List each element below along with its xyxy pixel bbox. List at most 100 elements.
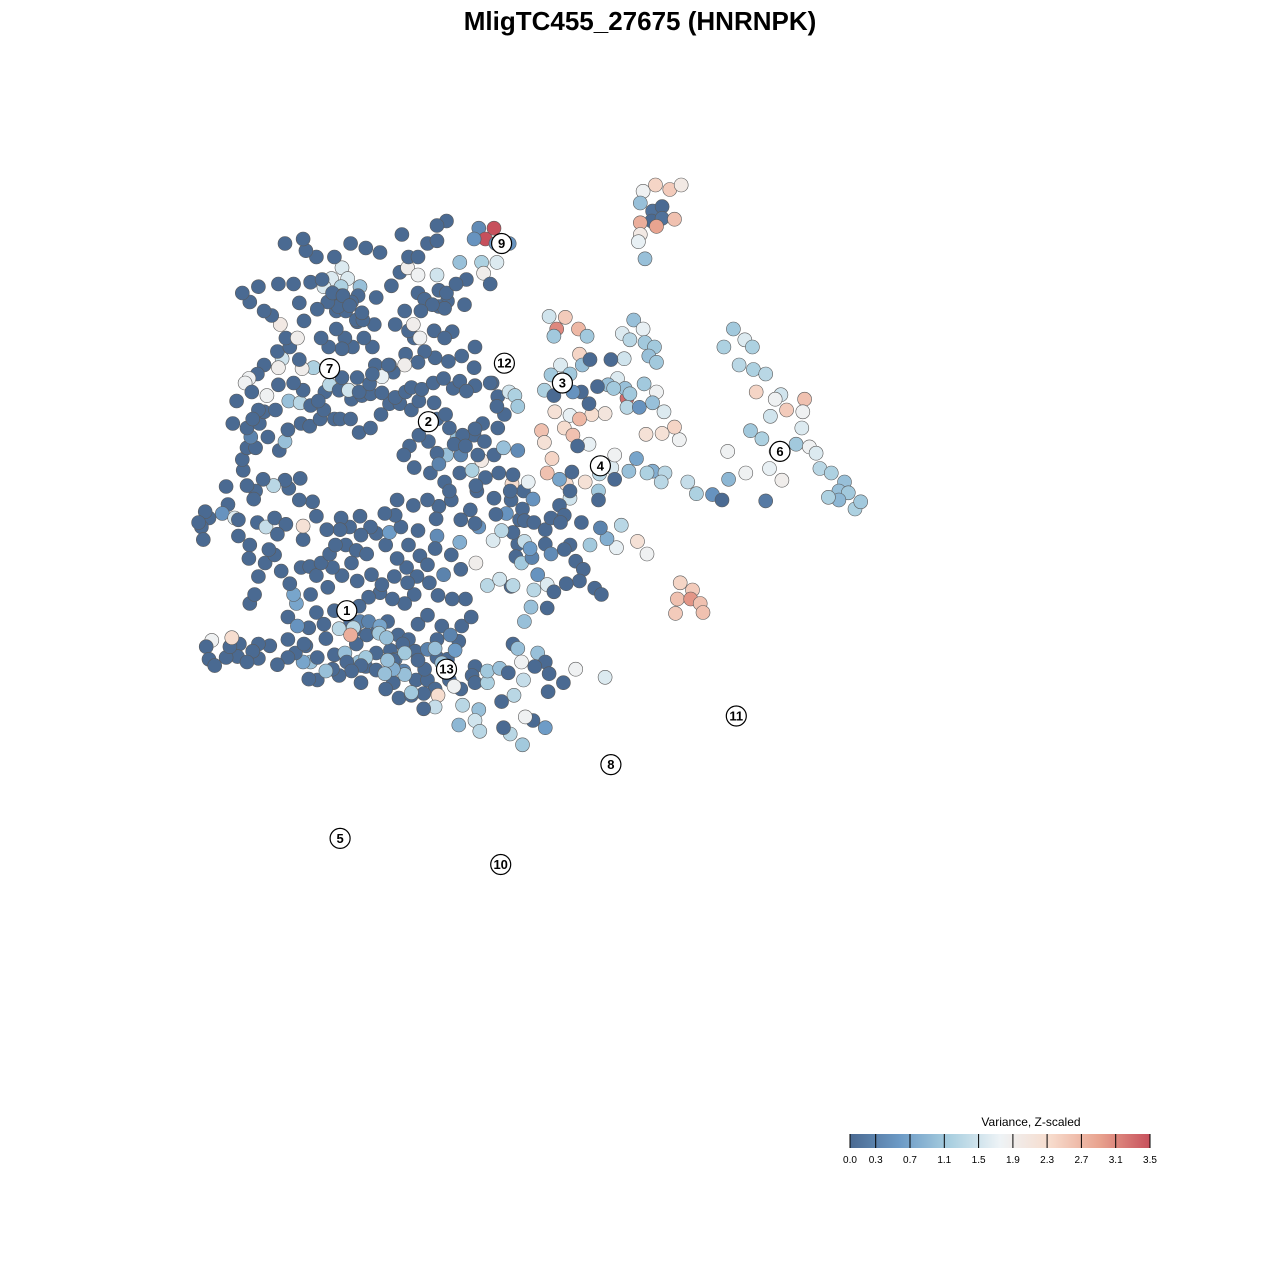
data-point-445: [239, 478, 255, 493]
data-point-435: [319, 522, 335, 538]
data-point-483: [343, 411, 358, 427]
data-point-663: [343, 236, 358, 251]
data-point-312: [386, 569, 402, 584]
data-point-511: [553, 515, 568, 530]
data-point-132: [544, 451, 560, 466]
data-point-350: [480, 663, 495, 679]
data-point-181: [492, 571, 508, 587]
data-point-536: [489, 399, 505, 414]
data-point-227: [423, 465, 438, 481]
cluster-label-3: 3: [551, 372, 574, 394]
cluster-label-12: 12: [493, 352, 515, 374]
data-point-547: [467, 339, 483, 355]
data-point-47: [616, 351, 632, 367]
data-point-371: [515, 737, 530, 753]
data-point-491: [426, 395, 442, 411]
data-point-122: [606, 381, 622, 396]
data-point-250: [428, 511, 444, 527]
data-point-225: [396, 447, 412, 463]
data-point-551: [410, 354, 426, 370]
data-point-214: [510, 399, 526, 414]
data-point-236: [401, 537, 416, 553]
data-point-226: [406, 460, 422, 475]
data-point-667: [295, 231, 311, 247]
data-point-88: [853, 494, 869, 510]
data-point-584: [296, 313, 312, 329]
cluster-label-13: 13: [435, 658, 458, 680]
data-point-111: [653, 474, 669, 490]
data-point-649: [384, 278, 399, 294]
data-point-234: [429, 528, 445, 544]
data-point-38: [579, 328, 595, 344]
data-point-562: [328, 321, 344, 337]
data-point-615: [245, 411, 260, 427]
chart-title: MligTC455_27675 (HNRNPK): [463, 6, 817, 36]
legend-tick-label: 0.7: [903, 1155, 917, 1166]
data-point-102: [645, 395, 660, 411]
data-point-370: [472, 723, 488, 739]
data-point-567: [412, 330, 428, 346]
data-point-347: [446, 678, 462, 694]
data-point-659: [429, 218, 445, 233]
data-point-34: [557, 309, 573, 325]
data-point-235: [410, 523, 426, 538]
data-point-552: [397, 357, 413, 373]
data-point-590: [225, 416, 241, 431]
cluster-label-marker: [336, 600, 358, 622]
data-point-589: [229, 393, 244, 409]
data-point-380: [380, 652, 395, 668]
data-point-639: [235, 285, 250, 301]
data-point-90: [821, 489, 836, 505]
data-point-625: [413, 303, 429, 319]
cluster-label-text: 1: [343, 603, 350, 618]
data-point-106: [629, 451, 644, 466]
data-point-502: [468, 478, 484, 493]
data-point-418: [198, 639, 214, 655]
cluster-label-marker: [493, 352, 515, 374]
data-point-364: [516, 672, 531, 688]
data-point-352: [500, 665, 516, 681]
data-point-260: [359, 546, 375, 562]
data-point-305: [444, 591, 460, 607]
data-point-494: [442, 420, 457, 436]
data-point-468: [191, 515, 206, 530]
data-point-594: [268, 402, 283, 418]
data-point-266: [364, 567, 379, 583]
data-point-400: [280, 609, 296, 625]
data-point-459: [270, 526, 285, 542]
data-point-541: [417, 344, 432, 359]
data-point-499: [477, 434, 492, 449]
data-point-438: [291, 492, 307, 508]
data-point-365: [506, 687, 522, 703]
data-point-104: [654, 426, 670, 441]
data-point-24: [476, 265, 491, 281]
data-point-299: [420, 607, 435, 623]
legend-tick-label: 0.0: [843, 1155, 857, 1166]
data-point-135: [577, 474, 593, 490]
data-point-609: [310, 393, 326, 409]
data-point-397: [303, 587, 318, 602]
data-point-130: [537, 435, 552, 450]
data-point-360: [540, 684, 556, 700]
data-point-228: [431, 456, 447, 472]
data-point-39: [626, 312, 642, 328]
data-point-565: [387, 317, 403, 332]
data-point-93: [738, 465, 754, 481]
cluster-label-text: 4: [597, 458, 605, 473]
data-point-606: [365, 366, 380, 382]
data-point-9: [667, 211, 682, 227]
data-point-503: [491, 465, 507, 481]
data-point-303: [463, 609, 479, 625]
legend-tick-label: 1.1: [937, 1155, 951, 1166]
cluster-label-text: 11: [729, 709, 743, 724]
data-point-169: [523, 599, 539, 615]
data-point-75: [794, 420, 810, 436]
data-point-48: [541, 309, 557, 324]
data-point-223: [411, 427, 427, 443]
cluster-label-text: 8: [607, 757, 614, 772]
data-point-240: [453, 561, 469, 577]
data-point-359: [541, 666, 557, 682]
data-point-369: [451, 717, 467, 733]
data-point-508: [526, 515, 542, 530]
data-point-66: [748, 384, 764, 400]
